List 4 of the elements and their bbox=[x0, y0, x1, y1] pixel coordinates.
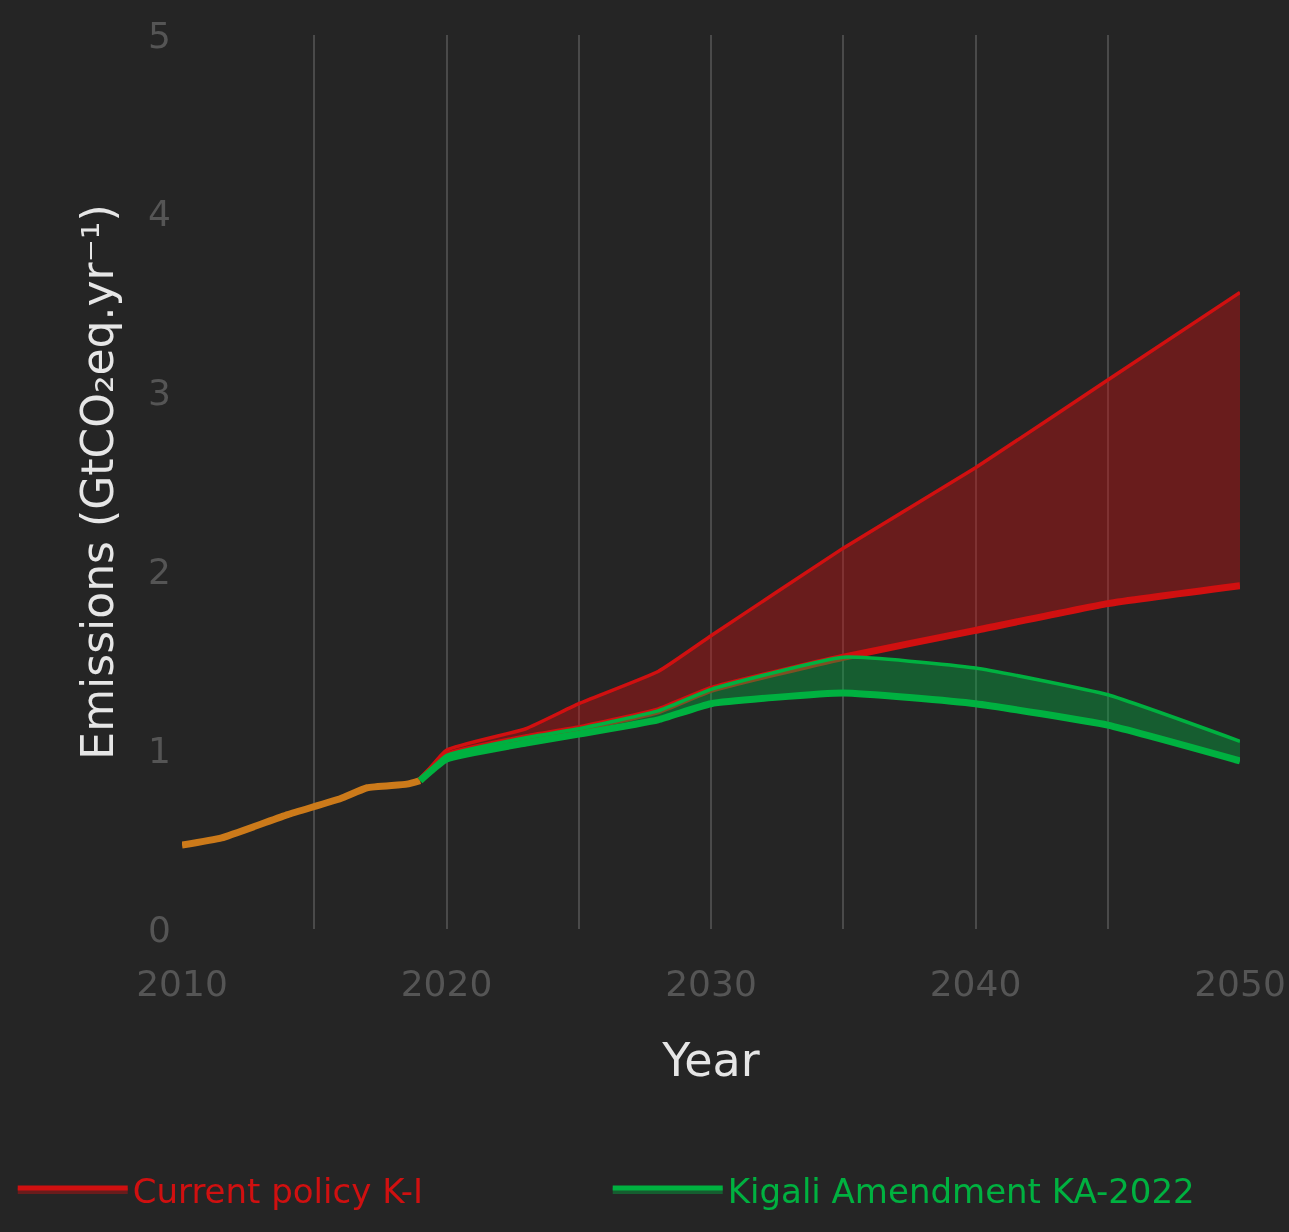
legend-label: Kigali Amendment KA-2022 bbox=[727, 1171, 1195, 1212]
y-axis-title: Emissions (GtCO₂eq.yr⁻¹) bbox=[72, 204, 124, 760]
x-axis-title: Year bbox=[661, 1032, 760, 1087]
legend-label: Current policy K-I bbox=[132, 1171, 424, 1212]
